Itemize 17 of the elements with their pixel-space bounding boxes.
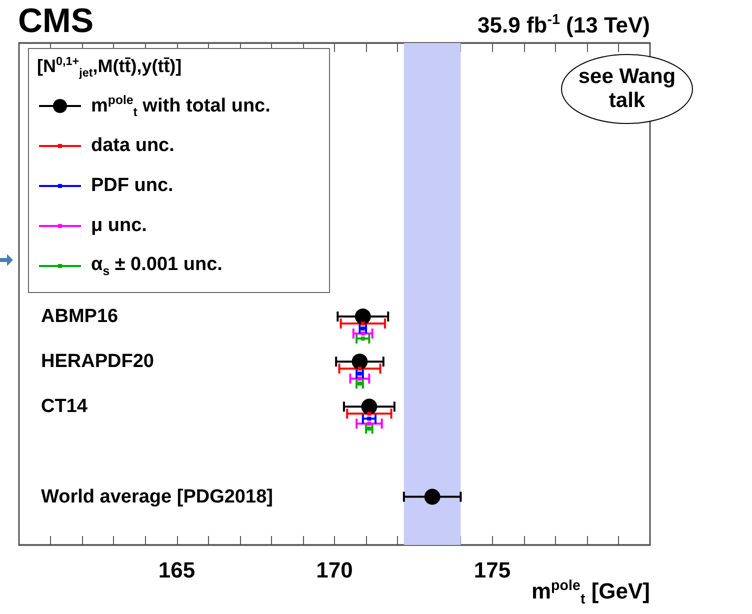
- x-tick-label: 165: [158, 558, 196, 582]
- y-tick-label: CT14: [41, 396, 88, 418]
- text: see Wang talk: [561, 54, 693, 124]
- chart-subtitle: 35.9 fb$^{-1}$ (13 TeV): [478, 12, 650, 38]
- legend-label: μ unc.: [91, 214, 147, 237]
- x-tick-label: 175: [474, 558, 511, 582]
- legend-label: data unc.: [91, 134, 174, 157]
- y-tick-label: HERAPDF20: [41, 351, 154, 372]
- y-tick-label: ABMP16: [41, 306, 118, 328]
- x-tick-label: 170: [316, 558, 353, 582]
- legend-label: PDF unc.: [91, 174, 174, 197]
- y-tick-label: World average [PDG2018]: [41, 486, 273, 508]
- chart-title: CMS: [18, 2, 94, 41]
- x-axis-title: m$^{pole}$$_{t}$ [GeV]: [531, 578, 650, 608]
- legend-label: m$^{pole}$$_{t}$ with total unc.: [91, 92, 270, 119]
- legend-title: [N$^{0,1+}$$_{jet}$,M(tt̄),y(tt̄)]: [36, 54, 183, 82]
- legend-label: α$_{s}$ ± 0.001 unc.: [91, 254, 222, 278]
